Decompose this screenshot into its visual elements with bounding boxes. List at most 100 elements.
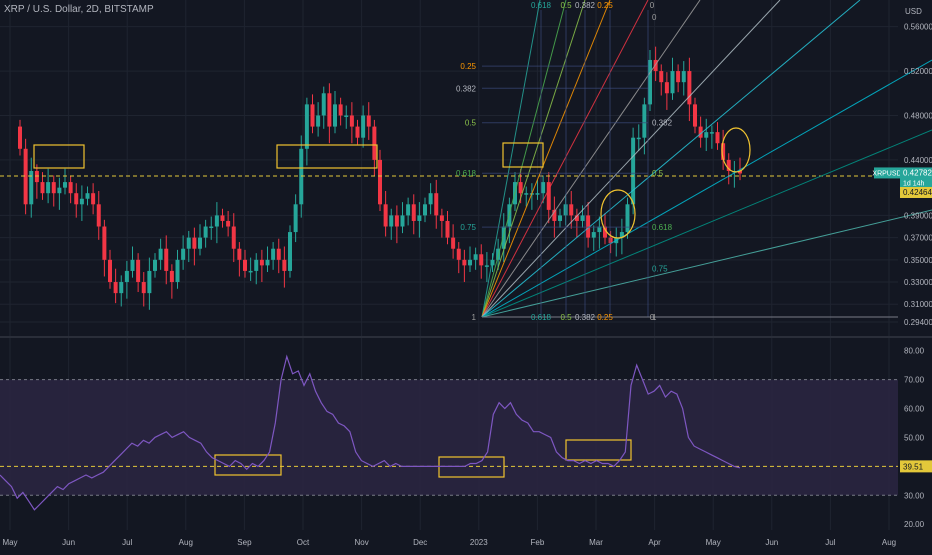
rsi-tick-label: 50.00: [904, 433, 925, 442]
fan-left-label: 1: [472, 313, 477, 322]
candle-body: [271, 248, 276, 260]
candle-body: [282, 259, 287, 271]
time-tick-label: Apr: [648, 538, 661, 547]
rsi-zone-box: [214, 454, 282, 476]
candle-body: [659, 71, 664, 83]
symbol-tag-bg: [874, 167, 900, 179]
candle-body: [541, 182, 546, 194]
candle-body: [23, 148, 28, 205]
candle-body: [738, 170, 742, 174]
candle-body: [558, 215, 562, 221]
candle-body: [462, 259, 467, 266]
candle-body: [608, 237, 613, 244]
candle-body: [586, 215, 591, 238]
time-tick-label: Jul: [825, 538, 835, 547]
candle-body: [327, 93, 332, 127]
fan-line: [481, 0, 567, 318]
candle-body: [96, 204, 101, 227]
price-tick-label: 0.33000: [904, 278, 932, 287]
candle-body: [355, 126, 360, 138]
time-tick-label: Jun: [62, 538, 75, 547]
candle-body: [636, 137, 641, 140]
candle-body: [366, 115, 371, 127]
rsi-tick-label: 70.00: [904, 376, 925, 385]
level-price-tag-bg: [900, 186, 932, 198]
fan-top-label: 0.5: [560, 1, 572, 10]
rsi-tick-label: 80.00: [904, 347, 925, 356]
candle-body: [428, 193, 433, 205]
last-price-tag-bg: [900, 167, 932, 190]
candle-body: [619, 232, 624, 238]
candle-body: [288, 232, 292, 271]
candle-body: [524, 193, 529, 195]
candle-body: [102, 226, 107, 260]
fan-line: [481, 0, 701, 318]
candle-body: [479, 254, 484, 266]
rsi-zone-box: [565, 439, 632, 461]
candle-body: [642, 104, 647, 138]
candle-body: [423, 204, 427, 216]
price-tick-label: 0.44000: [904, 156, 932, 165]
fan-top-label: 0.618: [531, 1, 552, 10]
level-price: 0.42464: [903, 188, 932, 197]
candle-body: [231, 226, 236, 249]
candle-body: [603, 226, 607, 238]
candle-body: [276, 248, 281, 260]
candle-body: [580, 215, 585, 221]
candle-body: [344, 115, 349, 117]
rsi-tag-bg: [900, 460, 932, 473]
candle-body: [439, 215, 444, 221]
candle-body: [687, 71, 692, 105]
price-tick-label: 0.39000: [904, 211, 932, 220]
fan-right-label: 0.618: [652, 223, 673, 232]
candle-body: [468, 259, 472, 266]
symbol-title: XRP / U.S. Dollar, 2D, BITSTAMP: [4, 4, 154, 15]
candle-body: [259, 259, 264, 266]
candle-body: [186, 237, 191, 249]
candle-body: [85, 193, 90, 199]
candle-body: [108, 259, 112, 283]
candle-body: [693, 104, 697, 127]
candle-body: [220, 215, 225, 221]
candle-body: [417, 215, 422, 221]
candle-body: [74, 193, 79, 205]
fan-bottom-label: 0: [650, 313, 655, 322]
candle-body: [361, 115, 366, 138]
fan-line: [481, 59, 932, 318]
candle-body: [518, 182, 523, 194]
symbol-tag: XRPUSD: [872, 170, 901, 177]
zone-box: [33, 144, 85, 169]
candle-body: [141, 282, 146, 294]
fan-right-label: 0.382: [652, 119, 673, 128]
candle-body: [91, 193, 96, 205]
candle-body: [597, 226, 602, 233]
candle-body: [79, 198, 84, 205]
time-axis: May Jun Jul Aug Sep Oct Nov Dec 2023 Feb Mar Apr May…: [2, 538, 896, 547]
candle-body: [113, 282, 118, 294]
fan-line: [481, 0, 861, 318]
candle-body: [310, 104, 315, 127]
candle-body: [293, 204, 298, 233]
time-tick-label: Nov: [354, 538, 368, 547]
candle-body: [254, 259, 259, 271]
candle-body: [181, 248, 186, 260]
fan-bottom-label: 0.5: [560, 313, 572, 322]
fan-bottom-label: 0.382: [575, 313, 596, 322]
candle-body: [265, 259, 270, 266]
fan-top-label: 0.25: [597, 1, 613, 10]
candle-body: [653, 59, 658, 72]
candle-body: [63, 182, 67, 188]
candle-body: [546, 182, 551, 210]
fan-left-label: 0.75: [460, 223, 476, 232]
candle-body: [130, 259, 135, 271]
candle-body: [57, 187, 62, 194]
candle-body: [338, 104, 343, 116]
candle-body: [34, 170, 39, 183]
fan-right-label: 0.75: [652, 265, 668, 274]
rsi-band: [0, 379, 898, 496]
candle-body: [209, 226, 214, 229]
candle-body: [681, 71, 686, 83]
currency-label: USD: [905, 7, 922, 16]
